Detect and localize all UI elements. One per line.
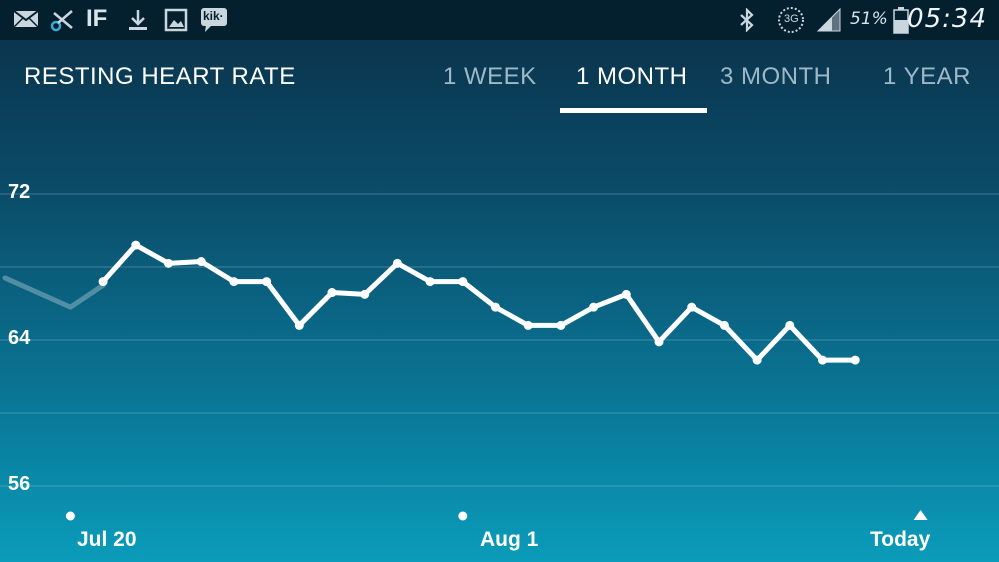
active-tab-indicator bbox=[560, 108, 707, 113]
data-point bbox=[687, 302, 697, 312]
mail-icon bbox=[13, 8, 39, 35]
data-point bbox=[425, 277, 435, 287]
data-point bbox=[131, 240, 141, 250]
data-point bbox=[196, 257, 206, 267]
data-point bbox=[523, 320, 533, 330]
heart-rate-line bbox=[100, 242, 858, 363]
tab-1-week[interactable]: 1 WEEK bbox=[443, 63, 537, 90]
data-point bbox=[818, 355, 827, 365]
tab-3-month[interactable]: 3 MONTH bbox=[720, 63, 832, 90]
signal-icon bbox=[816, 7, 842, 38]
x-tick-dot bbox=[458, 511, 468, 521]
data-point bbox=[491, 302, 500, 312]
tab-1-month[interactable]: 1 MONTH bbox=[576, 63, 688, 90]
data-point bbox=[752, 355, 762, 365]
data-point bbox=[164, 258, 173, 268]
kik-icon bbox=[200, 7, 228, 38]
kik-label: kik· bbox=[203, 9, 224, 23]
gallery-icon bbox=[164, 8, 188, 37]
data-point bbox=[589, 302, 599, 312]
data-point bbox=[654, 337, 664, 347]
heart-rate-points bbox=[98, 240, 860, 365]
data-point bbox=[556, 320, 566, 330]
network-type-label: 3G bbox=[784, 13, 799, 25]
tab-1-year[interactable]: 1 YEAR bbox=[883, 63, 971, 90]
today-marker-icon bbox=[913, 510, 928, 520]
y-tick-label-56: 56 bbox=[8, 473, 31, 495]
download-icon bbox=[127, 8, 149, 37]
data-point bbox=[458, 277, 468, 287]
x-tick-markers bbox=[65, 510, 928, 521]
x-tick-dot bbox=[65, 511, 75, 521]
battery-percent: 51% bbox=[850, 9, 888, 29]
bluetooth-icon bbox=[738, 7, 756, 37]
data-point bbox=[785, 320, 795, 330]
ifttt-icon: IF bbox=[86, 5, 108, 32]
x-tick-label-today[interactable]: Today bbox=[870, 528, 931, 551]
clock: 05:34 bbox=[907, 4, 987, 34]
scissors-icon bbox=[50, 8, 76, 37]
data-point bbox=[294, 320, 304, 330]
data-point bbox=[262, 277, 272, 287]
chart-grid bbox=[0, 193, 999, 487]
x-tick-label-jul-20: Jul 20 bbox=[77, 528, 137, 551]
series-line-path bbox=[100, 242, 858, 363]
data-point bbox=[98, 277, 108, 287]
faded-lead-in-line bbox=[2, 275, 106, 310]
y-tick-label-64: 64 bbox=[8, 327, 31, 349]
data-point bbox=[392, 258, 402, 268]
3g-icon bbox=[777, 6, 805, 39]
data-point bbox=[850, 355, 860, 365]
battery-icon bbox=[893, 6, 909, 39]
x-tick-label-aug-1: Aug 1 bbox=[480, 528, 539, 551]
y-tick-label-72: 72 bbox=[8, 181, 31, 203]
header: RESTING HEART RATE 1 WEEK 1 MONTH 3 MONT… bbox=[0, 40, 999, 115]
faded-line-path bbox=[2, 275, 106, 310]
data-point bbox=[229, 277, 239, 287]
status-bar: IF kik· 3G 51% 05:34 bbox=[0, 0, 999, 40]
data-point bbox=[621, 289, 631, 299]
data-point bbox=[719, 320, 729, 330]
data-point bbox=[360, 289, 370, 299]
data-point bbox=[327, 288, 337, 298]
page-title: RESTING HEART RATE bbox=[24, 63, 296, 90]
